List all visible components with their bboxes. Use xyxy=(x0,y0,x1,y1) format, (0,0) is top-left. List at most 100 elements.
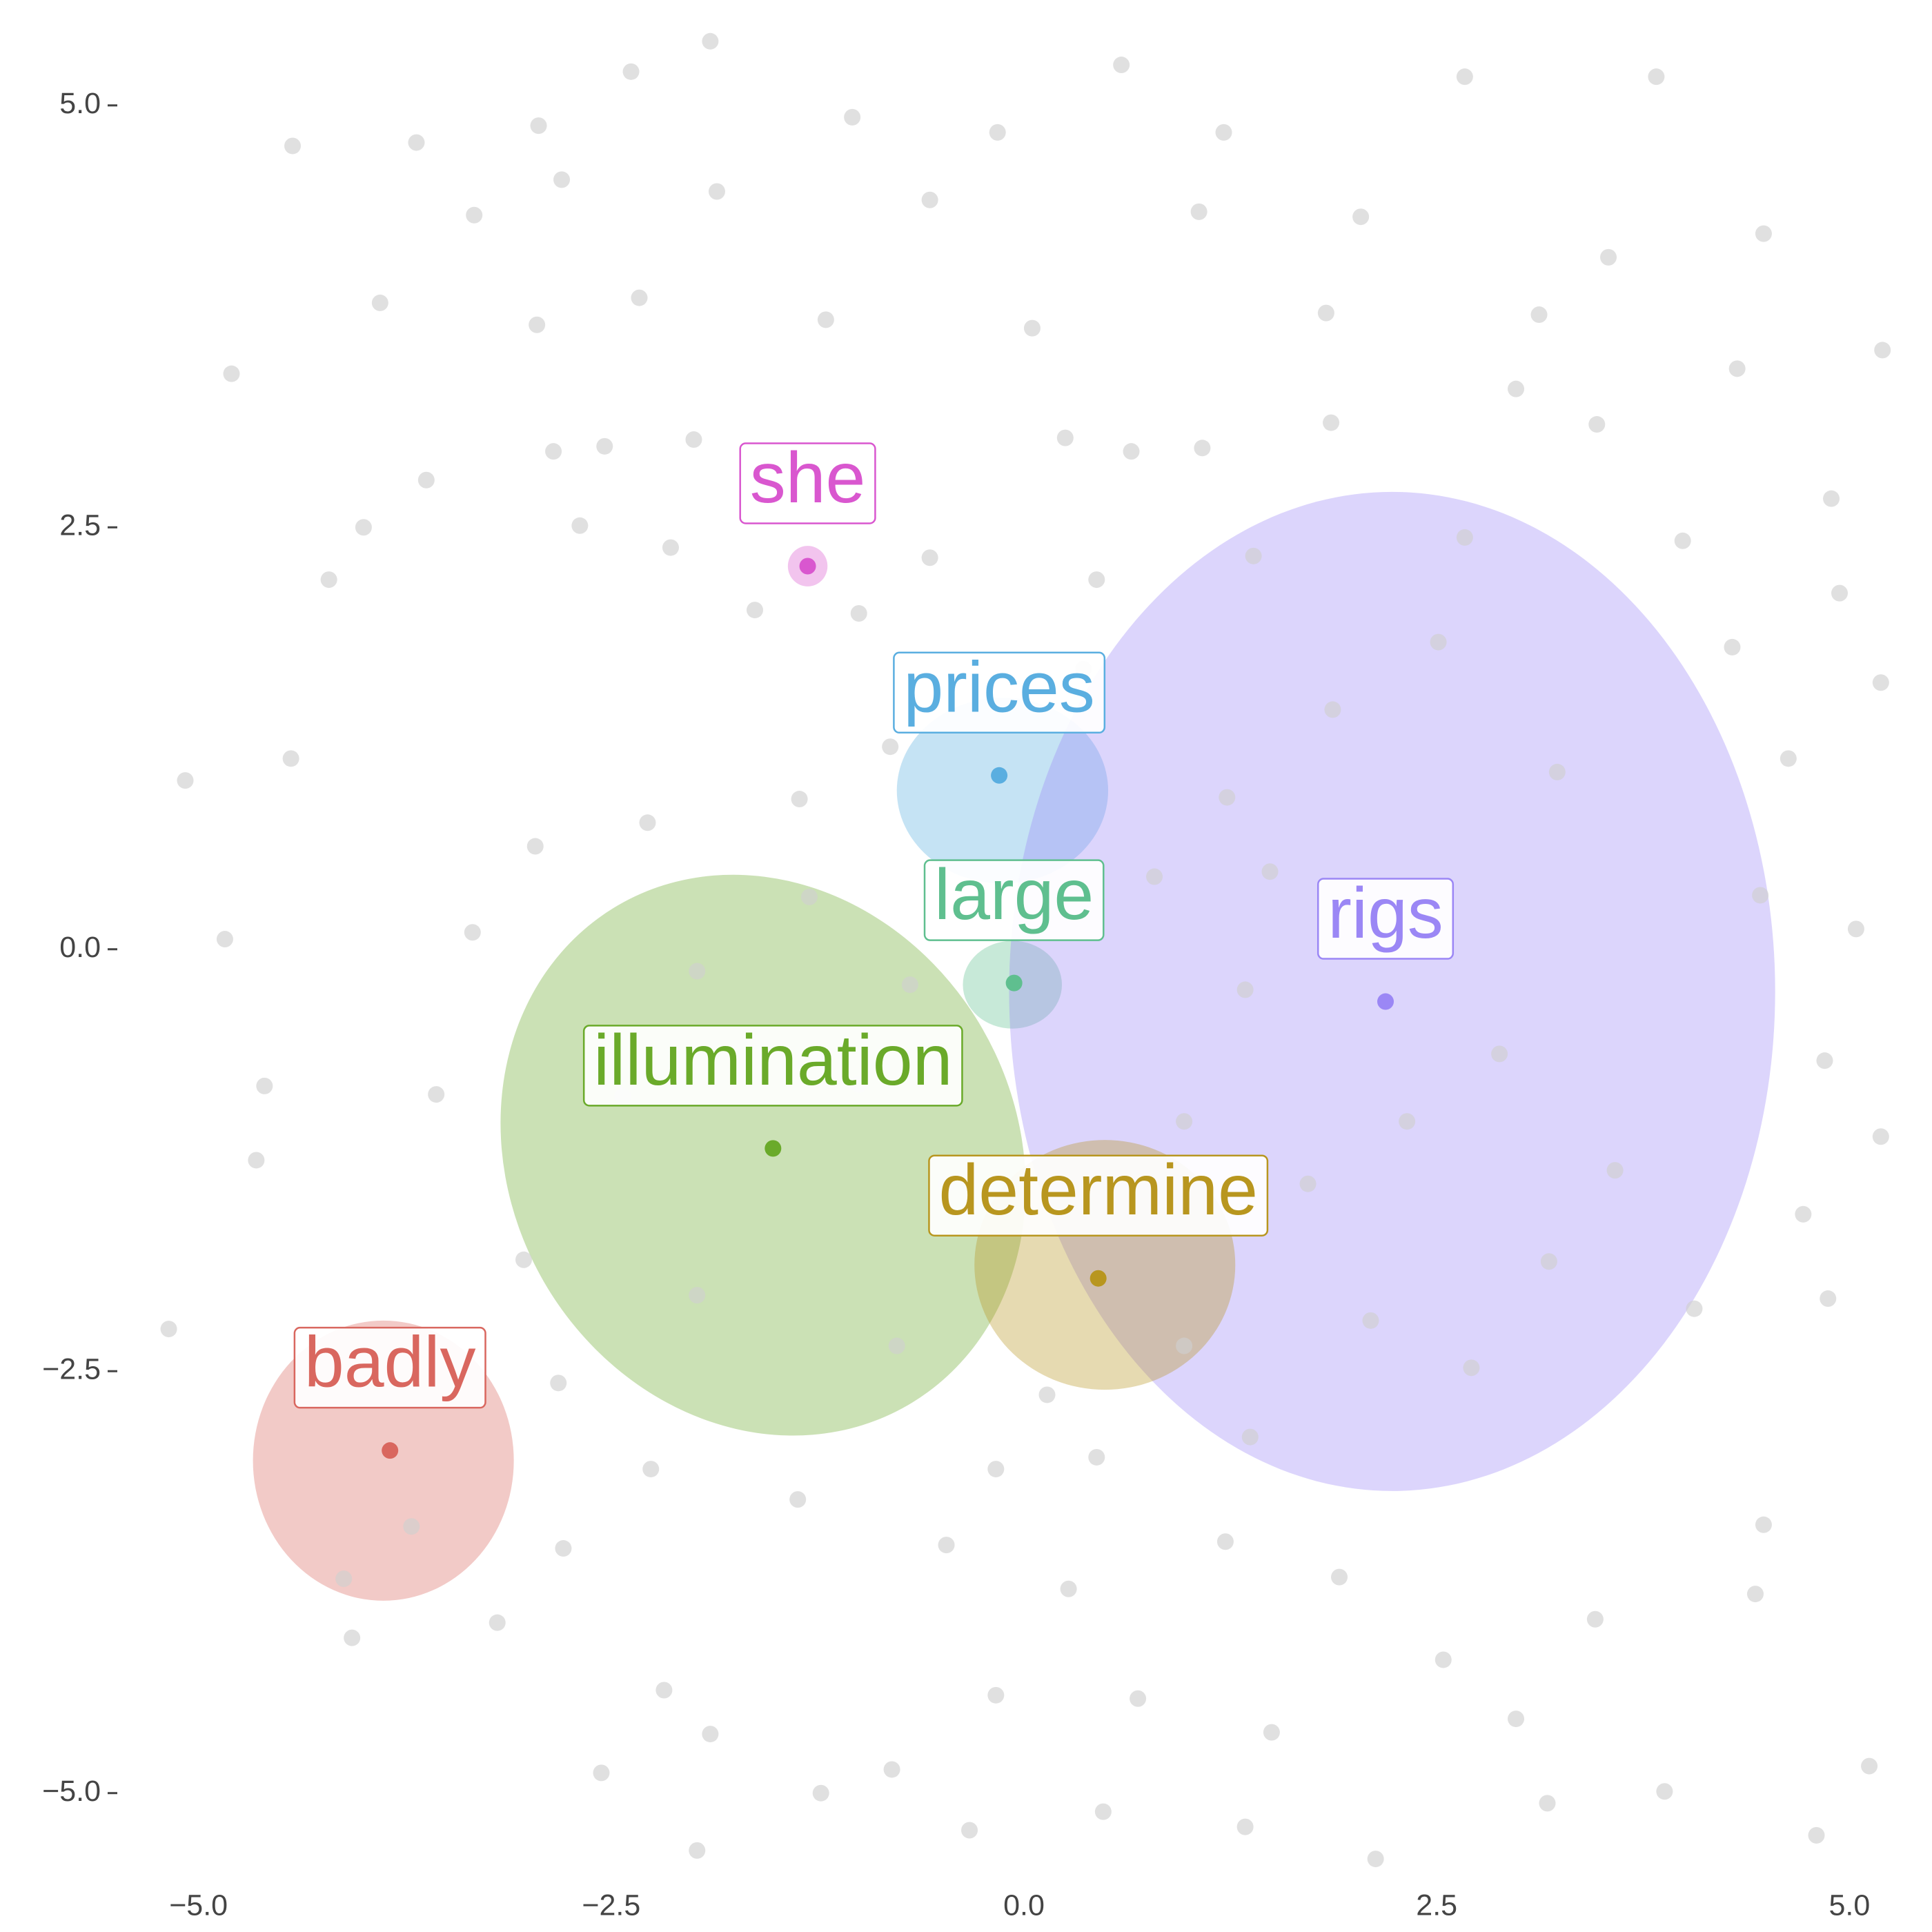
background-point xyxy=(1088,1448,1105,1466)
word-label: illumination xyxy=(582,1021,963,1107)
background-point xyxy=(1530,306,1548,324)
background-point xyxy=(662,539,679,556)
background-point xyxy=(1808,1826,1825,1844)
background-point xyxy=(791,791,808,808)
background-point xyxy=(1430,633,1447,651)
background-point xyxy=(1245,547,1262,564)
background-point xyxy=(689,1842,706,1859)
background-point xyxy=(408,134,425,151)
background-point xyxy=(355,519,372,536)
word-label: prices xyxy=(893,647,1106,734)
background-point xyxy=(1456,529,1473,546)
y-tick-label: 2.5 xyxy=(59,509,101,542)
background-point xyxy=(1823,490,1840,507)
background-point xyxy=(656,1682,673,1699)
label-box xyxy=(293,1326,486,1409)
background-point xyxy=(1324,701,1341,718)
background-point xyxy=(1317,304,1334,322)
background-point xyxy=(1755,225,1772,242)
background-point xyxy=(1362,1312,1379,1329)
background-point xyxy=(702,1726,719,1743)
background-point xyxy=(1056,429,1074,446)
word-label: she xyxy=(739,438,876,524)
background-point xyxy=(1648,68,1665,86)
x-tick-label: −5.0 xyxy=(169,1889,228,1922)
background-point xyxy=(702,32,719,50)
background-point xyxy=(1755,1516,1772,1533)
word-ellipse xyxy=(500,874,1026,1436)
background-point xyxy=(530,117,547,135)
background-point xyxy=(1241,1428,1259,1446)
background-point xyxy=(1847,920,1864,938)
background-point xyxy=(1606,1162,1624,1179)
background-point xyxy=(1367,1851,1384,1868)
label-box xyxy=(582,1025,963,1107)
background-point xyxy=(550,1374,567,1392)
background-point xyxy=(1820,1290,1837,1308)
background-point xyxy=(921,549,938,566)
background-point xyxy=(689,963,706,980)
background-point xyxy=(817,311,834,328)
word-point xyxy=(991,767,1008,784)
word-label: badly xyxy=(293,1323,486,1409)
background-point xyxy=(256,1077,273,1094)
background-point xyxy=(593,1764,610,1782)
label-text: determine xyxy=(938,1150,1257,1230)
y-tick-label: 0.0 xyxy=(59,931,101,964)
ellipses xyxy=(253,491,1775,1601)
background-point xyxy=(1219,789,1236,806)
x-tick-label: 2.5 xyxy=(1416,1889,1457,1922)
label-text: rigs xyxy=(1328,874,1443,954)
background-point xyxy=(1752,887,1769,904)
y-tick-label: 5.0 xyxy=(59,87,101,120)
background-point xyxy=(1746,1586,1764,1603)
background-point xyxy=(223,365,240,382)
background-point xyxy=(1861,1757,1878,1775)
background-point xyxy=(642,1461,660,1478)
background-point xyxy=(1352,208,1370,226)
word-point xyxy=(1090,1270,1107,1287)
x-tick-label: −2.5 xyxy=(582,1889,640,1922)
word-point xyxy=(765,1140,782,1157)
background-point xyxy=(987,1461,1005,1478)
background-point xyxy=(639,814,656,831)
background-point xyxy=(746,602,763,619)
label-text: illumination xyxy=(593,1021,952,1101)
background-point xyxy=(428,1086,445,1103)
background-point xyxy=(1263,1724,1280,1741)
word-label: determine xyxy=(928,1150,1269,1236)
background-point xyxy=(529,316,546,333)
label-text: badly xyxy=(304,1323,476,1403)
background-point xyxy=(1874,342,1891,359)
background-point xyxy=(417,471,435,489)
background-point xyxy=(882,738,899,756)
background-point xyxy=(515,1251,533,1268)
background-point xyxy=(689,1287,706,1304)
background-point xyxy=(1491,1045,1508,1063)
background-point xyxy=(1236,981,1254,998)
y-tick-label: −5.0 xyxy=(42,1775,101,1808)
background-point xyxy=(216,931,233,948)
background-point xyxy=(403,1518,420,1535)
background-point xyxy=(987,1686,1005,1704)
background-points xyxy=(160,32,1891,1868)
background-point xyxy=(1331,1568,1348,1586)
background-point xyxy=(1588,416,1606,433)
background-point xyxy=(1540,1253,1557,1270)
background-point xyxy=(1872,674,1889,691)
label-text: large xyxy=(934,855,1094,935)
background-point xyxy=(901,976,918,994)
background-point xyxy=(248,1152,265,1169)
background-point xyxy=(553,171,571,188)
background-point xyxy=(1176,1113,1193,1130)
background-point xyxy=(1215,124,1232,141)
background-point xyxy=(1508,380,1525,397)
background-point xyxy=(596,437,613,455)
background-point xyxy=(1176,1337,1193,1354)
background-point xyxy=(1456,68,1473,86)
background-point xyxy=(555,1540,572,1557)
background-point xyxy=(160,1321,177,1338)
background-point xyxy=(1724,638,1741,656)
